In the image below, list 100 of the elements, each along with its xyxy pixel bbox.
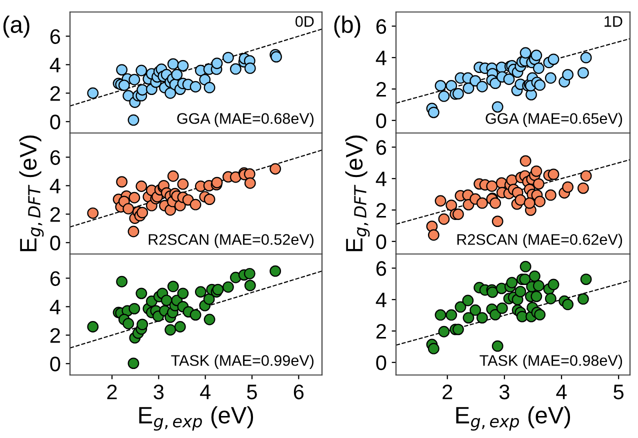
point	[530, 165, 542, 177]
point	[244, 268, 256, 280]
point	[470, 304, 482, 316]
point	[128, 114, 140, 126]
y-tick-label: 4	[50, 300, 60, 314]
point	[530, 290, 542, 302]
point	[190, 309, 202, 321]
point	[438, 213, 450, 225]
point	[270, 163, 282, 175]
point	[452, 88, 464, 100]
point	[212, 284, 224, 296]
point	[519, 274, 531, 286]
point	[116, 176, 128, 188]
point	[580, 170, 592, 182]
point	[506, 276, 518, 288]
text: (a)	[3, 16, 30, 38]
point	[492, 216, 504, 228]
point	[434, 195, 446, 207]
point	[524, 197, 536, 209]
point	[534, 79, 546, 91]
point	[122, 318, 134, 330]
point	[548, 54, 560, 66]
point	[244, 280, 256, 292]
point	[128, 74, 140, 86]
annotation: GGA (MAE=0.68eV)	[177, 112, 314, 127]
point	[118, 80, 130, 92]
point	[174, 321, 186, 332]
point	[230, 63, 242, 75]
annotation: GGA (MAE=0.65eV)	[486, 112, 622, 127]
annotation: R2SCAN (MAE=0.62eV)	[457, 234, 622, 248]
point	[544, 189, 556, 201]
point	[167, 280, 179, 292]
point	[194, 286, 206, 298]
x-tick-label: 5	[614, 384, 624, 400]
point	[136, 64, 148, 76]
point	[562, 298, 574, 310]
point	[428, 342, 440, 354]
point	[462, 312, 474, 324]
point	[577, 182, 589, 194]
point	[177, 60, 189, 72]
point	[438, 326, 450, 338]
point	[520, 47, 532, 59]
point	[116, 64, 128, 76]
point	[580, 274, 592, 286]
annotation: 1D	[604, 16, 622, 27]
point	[476, 80, 488, 92]
point	[544, 292, 556, 304]
point	[122, 203, 134, 214]
y-tick-label: 2	[50, 328, 60, 343]
x-tick-label: 3	[154, 384, 164, 400]
point	[446, 309, 458, 321]
point	[204, 314, 216, 326]
point	[548, 278, 560, 290]
point	[244, 62, 256, 74]
point	[532, 280, 544, 292]
y-tick-label: 0	[376, 113, 386, 128]
x-tick-label: 6	[294, 384, 304, 400]
annotation: TASK (MAE=0.98eV)	[480, 354, 622, 369]
point	[562, 68, 574, 80]
x-tick-label: 2	[442, 384, 452, 400]
y-tick-label: 2	[50, 207, 60, 222]
y-axis-title: E$_{g,DFT}$ (eV)	[19, 136, 44, 252]
point	[514, 194, 526, 206]
point	[490, 197, 502, 209]
point	[526, 88, 537, 100]
point	[520, 155, 532, 167]
point	[492, 340, 504, 352]
annotation: TASK (MAE=0.99eV)	[171, 354, 314, 369]
point	[171, 68, 183, 80]
x-axis-title: E$_{g,exp}$ (eV)	[456, 406, 570, 431]
annotation: 0D	[296, 16, 314, 27]
y-axis-title: E$_{g,DFT}$ (eV)	[345, 136, 370, 252]
y-tick-label: 6	[50, 271, 60, 286]
x-tick-label: 5	[247, 384, 257, 400]
point	[116, 276, 128, 288]
y-tick-label: 4	[50, 58, 60, 72]
point	[462, 82, 474, 94]
y-tick-label: 0	[50, 236, 60, 250]
x-tick-label: 4	[200, 384, 211, 400]
point	[204, 194, 216, 206]
point	[528, 270, 540, 282]
point	[520, 260, 532, 272]
point	[190, 198, 202, 210]
point	[532, 62, 544, 74]
point	[577, 67, 589, 79]
point	[164, 324, 176, 336]
point	[164, 87, 176, 99]
point	[136, 318, 148, 330]
point	[199, 74, 211, 86]
y-tick-label: 6	[376, 140, 386, 155]
point	[486, 180, 498, 192]
point	[428, 106, 440, 118]
point	[548, 168, 560, 180]
point	[434, 80, 446, 92]
point	[454, 301, 466, 313]
y-tick-label: 4	[376, 50, 386, 66]
point	[503, 74, 515, 85]
point	[534, 308, 546, 320]
point	[177, 288, 189, 300]
point	[490, 308, 502, 320]
